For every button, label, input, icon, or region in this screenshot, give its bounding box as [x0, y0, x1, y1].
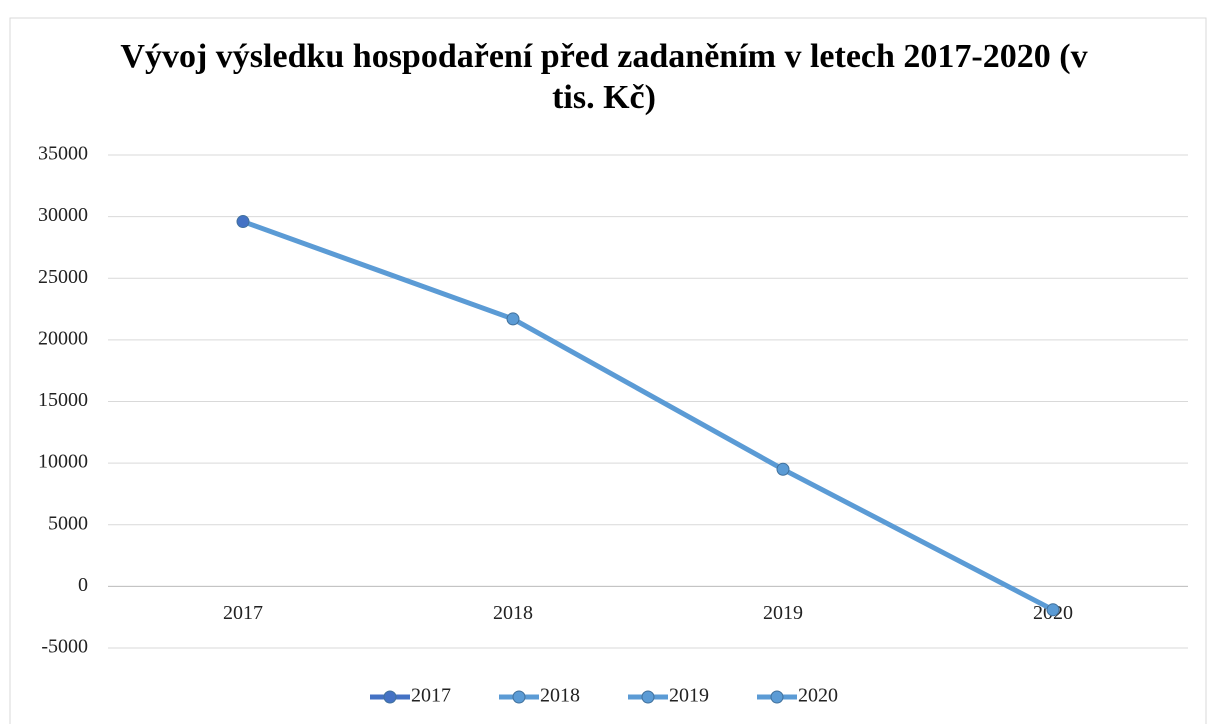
marker — [506, 312, 520, 326]
chart-border — [9, 17, 1207, 724]
x-tick-label: 2017 — [223, 602, 263, 624]
y-tick-label: 5000 — [48, 512, 88, 534]
legend-label: 2020 — [798, 685, 838, 707]
legend-label: 2018 — [540, 685, 580, 707]
y-tick-label: 20000 — [38, 327, 88, 349]
legend-marker — [641, 690, 655, 704]
legend-marker — [512, 690, 526, 704]
x-tick-label: 2019 — [763, 602, 803, 624]
y-tick-label: -5000 — [41, 636, 88, 658]
legend-label: 2019 — [669, 685, 709, 707]
marker — [776, 462, 790, 476]
marker — [1046, 603, 1060, 617]
line — [242, 219, 1055, 613]
y-tick-label: 15000 — [38, 389, 88, 411]
marker — [236, 215, 250, 229]
legend-marker — [383, 690, 397, 704]
y-tick-label: 10000 — [38, 451, 88, 473]
y-tick-label: 35000 — [38, 143, 88, 165]
legend-marker — [770, 690, 784, 704]
chart-title: Vývoj výsledku hospodaření před zadanění… — [120, 38, 1088, 116]
legend-label: 2017 — [411, 685, 451, 707]
y-tick-label: 25000 — [38, 266, 88, 288]
y-tick-label: 30000 — [38, 204, 88, 226]
y-tick-label: 0 — [78, 574, 88, 596]
x-tick-label: 2018 — [493, 602, 533, 624]
